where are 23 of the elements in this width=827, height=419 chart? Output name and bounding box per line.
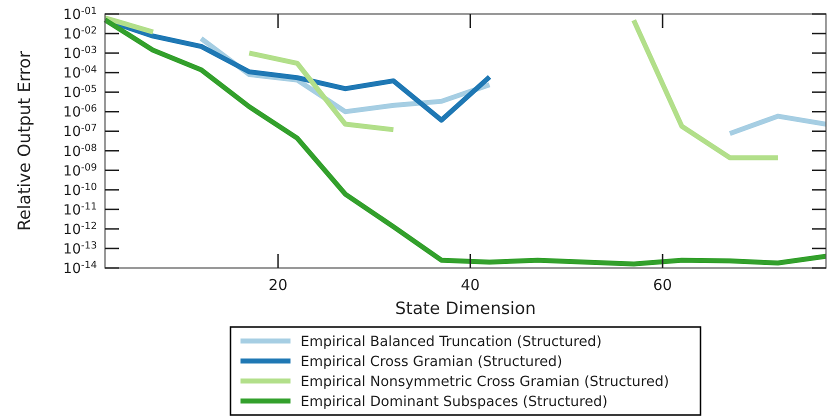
x-tick-label: 40: [460, 276, 480, 294]
y-tick-label: 10$^{-14}$: [63, 260, 97, 277]
y-tick-label: 10$^{-10}$: [63, 181, 97, 199]
y-tick-label: 10$^{-12}$: [63, 220, 97, 238]
y-tick-label: 10$^{-08}$: [63, 142, 97, 160]
x-tick-label: 60: [653, 276, 672, 294]
y-tick-label: 10$^{-05}$: [63, 84, 97, 102]
x-tick-label: 20: [268, 276, 288, 294]
y-tick-label: 10$^{-03}$: [63, 44, 97, 62]
y-tick-label: 10$^{-09}$: [63, 162, 97, 180]
legend-label: Empirical Dominant Subspaces (Structured): [300, 394, 608, 410]
y-tick-label: 10$^{-04}$: [63, 64, 97, 82]
y-tick-label: 10$^{-07}$: [63, 122, 97, 140]
y-axis-title: Relative Output Error: [15, 51, 35, 231]
y-tick-label: 10$^{-02}$: [63, 25, 97, 43]
y-tick-label: 10$^{-01}$: [63, 6, 97, 23]
y-tick-label: 10$^{-13}$: [63, 240, 97, 258]
y-tick-label: 10$^{-11}$: [63, 200, 97, 218]
y-tick-label: 10$^{-06}$: [63, 103, 97, 121]
x-axis-title: State Dimension: [395, 299, 536, 319]
legend-label: Empirical Nonsymmetric Cross Gramian (Structured): [300, 374, 670, 390]
legend-label: Empirical Balanced Truncation (Structured): [300, 334, 602, 350]
legend-label: Empirical Cross Gramian (Structured): [300, 354, 562, 370]
